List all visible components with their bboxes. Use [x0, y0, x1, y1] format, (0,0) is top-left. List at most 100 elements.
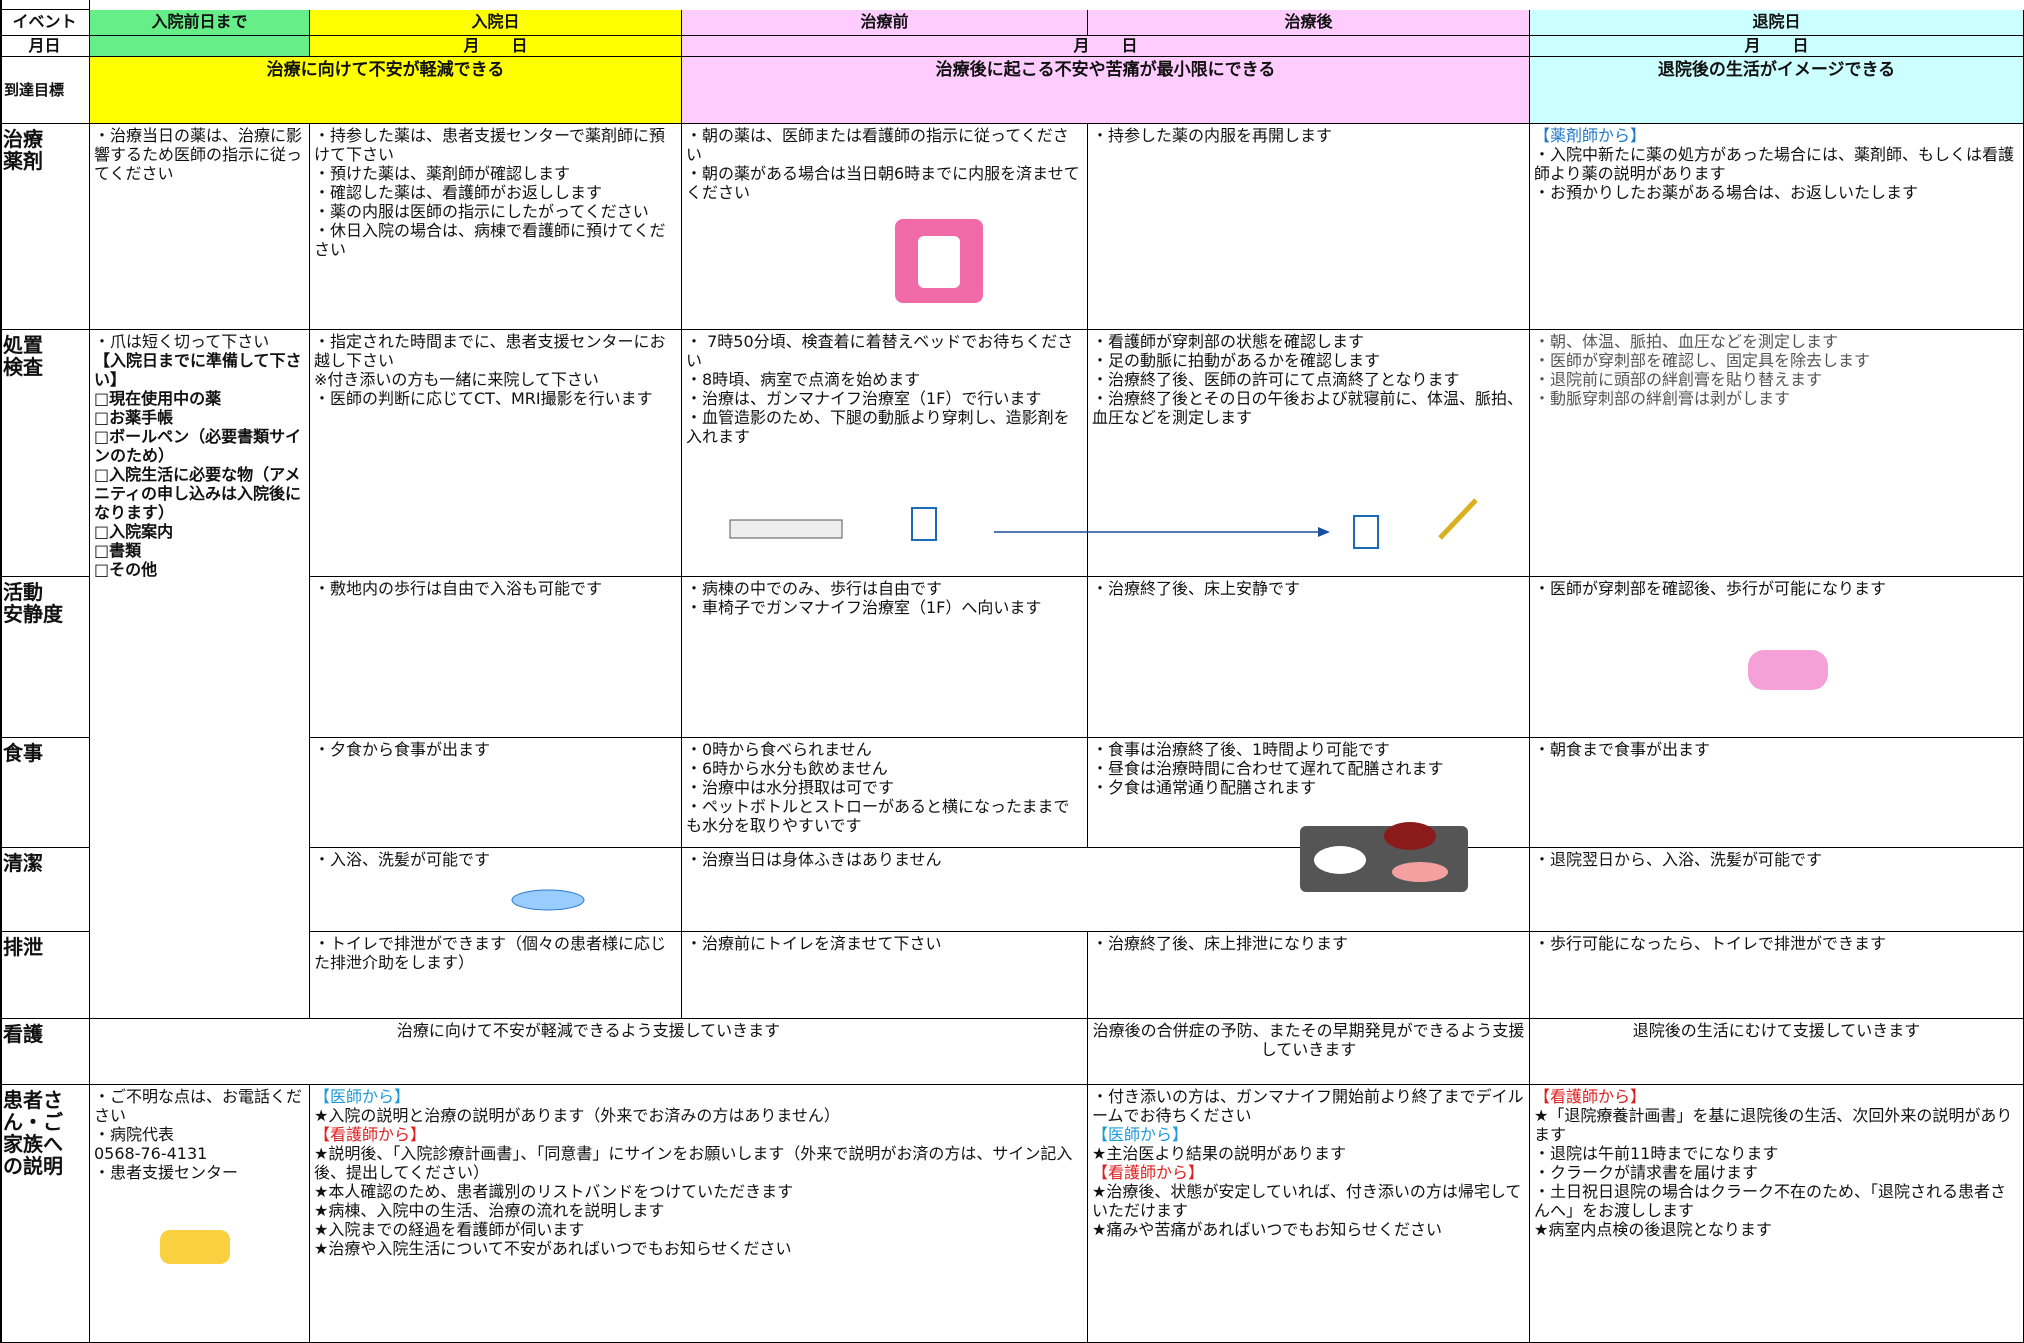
cell-line: ★説明後、「入院診療計画書」、「同意書」にサインをお願いします（外来で説明がお済… [314, 1144, 1073, 1182]
content-cell: ・治療終了後、床上安静です [1088, 577, 1530, 738]
cell-line: ・薬の内服は医師の指示にしたがってください [314, 202, 649, 221]
cell-line: ・車椅子でガンマナイフ治療室（1F）へ向います [686, 598, 1042, 617]
content-cell: ・夕食から食事が出ます [310, 738, 682, 848]
content-cell: ・入浴、洗髪が可能です [310, 848, 682, 932]
row-label: ん・ご [3, 1110, 63, 1134]
content-cell: ・付き添いの方は、ガンマナイフ開始前より終了までデイルームでお待ちください 【医師… [1088, 1085, 1530, 1343]
date-cell [90, 36, 310, 57]
cell-line: 【看護師から】 [1534, 1087, 1647, 1106]
content-cell: ・朝、体温、脈拍、血圧などを測定します ・医師が穿刺部を確認し、固定具を除去します… [1530, 330, 2024, 577]
goal-cell: 治療後に起こる不安や苦痛が最小限にできる [682, 57, 1530, 124]
goal-text: 治療に向けて不安が軽減できる [266, 60, 505, 80]
cell-line: □お薬手帳 [94, 408, 174, 427]
date-cell: 月 日 [310, 36, 682, 57]
cell-line: ・退院は午前11時までになります [1534, 1144, 1779, 1163]
cell-line: 治療に向けて不安が軽減できるよう支援していきます [396, 1021, 781, 1040]
cell-line: ・動脈穿刺部の絆創膏は剥がします [1534, 389, 1791, 408]
header-cell: 退院日 [1530, 10, 2024, 36]
cell-line: ・食事は治療終了後、1時間より可能です [1092, 740, 1390, 759]
goal-label-cell: 到達目標 [0, 57, 90, 124]
row-label: 食事 [3, 741, 43, 765]
content-cell: ・治療前にトイレを済ませて下さい [682, 932, 1088, 1019]
cell-line: ・治療終了後、床上安静です [1092, 579, 1301, 598]
content-cell: ・トイレで排泄ができます（個々の患者様に応じた排泄介助をします） [310, 932, 682, 1019]
cell-line: ・敷地内の歩行は自由で入浴も可能です [314, 579, 603, 598]
cell-line: □入院案内 [94, 522, 174, 541]
cell-line: ・病棟の中でのみ、歩行は自由です [686, 579, 943, 598]
row-label: 排泄 [3, 935, 43, 959]
content-cell: ・ご不明な点は、お電話ください ・病院代表 0568-76-4131 ・患者支援センタ… [90, 1085, 310, 1343]
cell-line: ・爪は短く切って下さい [94, 332, 270, 351]
goal-cell: 退院後の生活がイメージできる [1530, 57, 2024, 124]
row-label: 安静度 [3, 602, 63, 626]
header-cell: イベント [0, 10, 90, 36]
content-cell: ・歩行可能になったら、トイレで排泄ができます [1530, 932, 2024, 1019]
cell-line: ・治療当日は身体ふきはありません [686, 850, 942, 869]
cell-line: 治療後の合併症の予防、またその早期発見ができるよう支援していきます [1092, 1021, 1525, 1059]
row-label-cell: 排泄 [0, 932, 90, 1019]
header-text: イベント [12, 12, 77, 31]
cell-line: 【看護師から】 [314, 1125, 427, 1144]
cell-line: ・8時頃、病室で点滴を始めます [686, 370, 921, 389]
cell-line: ・0時から食べられません [686, 740, 872, 759]
content-cell: ・持参した薬は、患者支援センターで薬剤師に預けて下さい ・預けた薬は、薬剤師が確認… [310, 124, 682, 330]
row-label-cell: 処置 検査 [0, 330, 90, 577]
cell-line: ・治療は、ガンマナイフ治療室（1F）で行います [686, 389, 1042, 408]
content-cell: 退院後の生活にむけて支援していきます [1530, 1019, 2024, 1085]
header-cell: 入院日 [310, 10, 682, 36]
cell-line: ★本人確認のため、患者識別のリストバンドをつけていただきます [314, 1182, 794, 1201]
cell-line: □現在使用中の薬 [94, 389, 222, 408]
row-label: 清潔 [3, 851, 43, 875]
row-label: 治療 [3, 127, 43, 151]
cell-line: ・入院中新たに薬の処方があった場合には、薬剤師、もしくは看護師より薬の説明があり… [1534, 145, 2015, 183]
cell-line: ・医師が穿刺部を確認後、歩行が可能になります [1534, 579, 1887, 598]
cell-line: ・退院翌日から、入浴、洗髪が可能です [1534, 850, 1823, 869]
row-label: 検査 [3, 355, 43, 379]
cell-line: ・トイレで排泄ができます（個々の患者様に応じた排泄介助をします） [314, 934, 667, 972]
goal-text: 退院後の生活がイメージできる [1657, 60, 1896, 80]
date-label: 月日 [28, 36, 61, 55]
row-label: の説明 [3, 1154, 63, 1178]
content-cell: ・指定された時間までに、患者支援センターにお越し下さい ※付き添いの方も一緒に来院… [310, 330, 682, 577]
cell-line: ・夕食は通常通り配膳されます [1092, 778, 1317, 797]
cell-line: □書類 [94, 541, 142, 560]
cell-line: ★入院の説明と治療の説明があります（外来でお済みの方はありません） [314, 1106, 840, 1125]
cell-line: ・ご不明な点は、お電話ください [94, 1087, 303, 1125]
content-cell: 【医師から】 ★入院の説明と治療の説明があります（外来でお済みの方はありません）【… [310, 1085, 1088, 1343]
cell-line: ・患者支援センター [94, 1163, 239, 1182]
cell-line: ・歩行可能になったら、トイレで排泄ができます [1534, 934, 1887, 953]
phase-label: 治療前 [860, 12, 909, 31]
date-cell: 月 日 [682, 36, 1530, 57]
cell-line: □その他 [94, 560, 158, 579]
cell-line: ※付き添いの方も一緒に来院して下さい [314, 370, 599, 389]
row-label-cell: 治療 薬剤 [0, 124, 90, 330]
content-cell: 治療後の合併症の予防、またその早期発見ができるよう支援していきます [1088, 1019, 1530, 1085]
cell-line: ・持参した薬の内服を再開します [1092, 126, 1333, 145]
cell-line: ・退院前に頭部の絆創膏を貼り替えます [1534, 370, 1823, 389]
date-text: 月 日 [463, 36, 528, 55]
cell-line: 【看護師から】 [1092, 1163, 1205, 1182]
content-cell: ・朝の薬は、医師または看護師の指示に従ってください ・朝の薬がある場合は当日朝6時… [682, 124, 1088, 330]
header-cell: 治療前 [682, 10, 1088, 36]
content-cell: ・治療終了後、床上排泄になります [1088, 932, 1530, 1019]
cell-line: ・6時から水分も飲めません [686, 759, 888, 778]
cell-line: ・看護師が穿刺部の状態を確認します [1092, 332, 1365, 351]
content-cell: ・医師が穿刺部を確認後、歩行が可能になります [1530, 577, 2024, 738]
cell-line: ・医師が穿刺部を確認し、固定具を除去します [1534, 351, 1871, 370]
row-label: 患者さ [3, 1088, 63, 1112]
cell-line: ・クラークが請求書を届けます [1534, 1163, 1759, 1182]
cell-line: ・土日祝日退院の場合はクラーク不在のため、「退院される患者さんへ」をお渡しします [1534, 1182, 2007, 1220]
goal-cell: 治療に向けて不安が軽減できる [90, 57, 682, 124]
cell-line: ★病棟、入院中の生活、治療の流れを説明します [314, 1201, 665, 1220]
row-label-cell: 看護 [0, 1019, 90, 1085]
cell-line: ・足の動脈に拍動があるかを確認します [1092, 351, 1381, 370]
row-label: 薬剤 [3, 149, 43, 173]
date-text: 月 日 [1073, 36, 1138, 55]
cell-line: ・ペットボトルとストローがあると横になったままでも水分を取りやすいです [686, 797, 1070, 835]
cell-line: 【医師から】 [1092, 1125, 1189, 1144]
cell-line: 【入院日までに準備して下さい】 [94, 351, 302, 389]
header-cell: 治療後 [1088, 10, 1530, 36]
cell-line: □入院生活に必要な物（アメニティの申し込みは入院後になります） [94, 465, 302, 522]
content-cell: ・爪は短く切って下さい 【入院日までに準備して下さい】 □現在使用中の薬 □お薬手帳 □… [90, 330, 310, 1019]
content-cell: ・看護師が穿刺部の状態を確認します ・足の動脈に拍動があるかを確認します ・治療終了… [1088, 330, 1530, 577]
